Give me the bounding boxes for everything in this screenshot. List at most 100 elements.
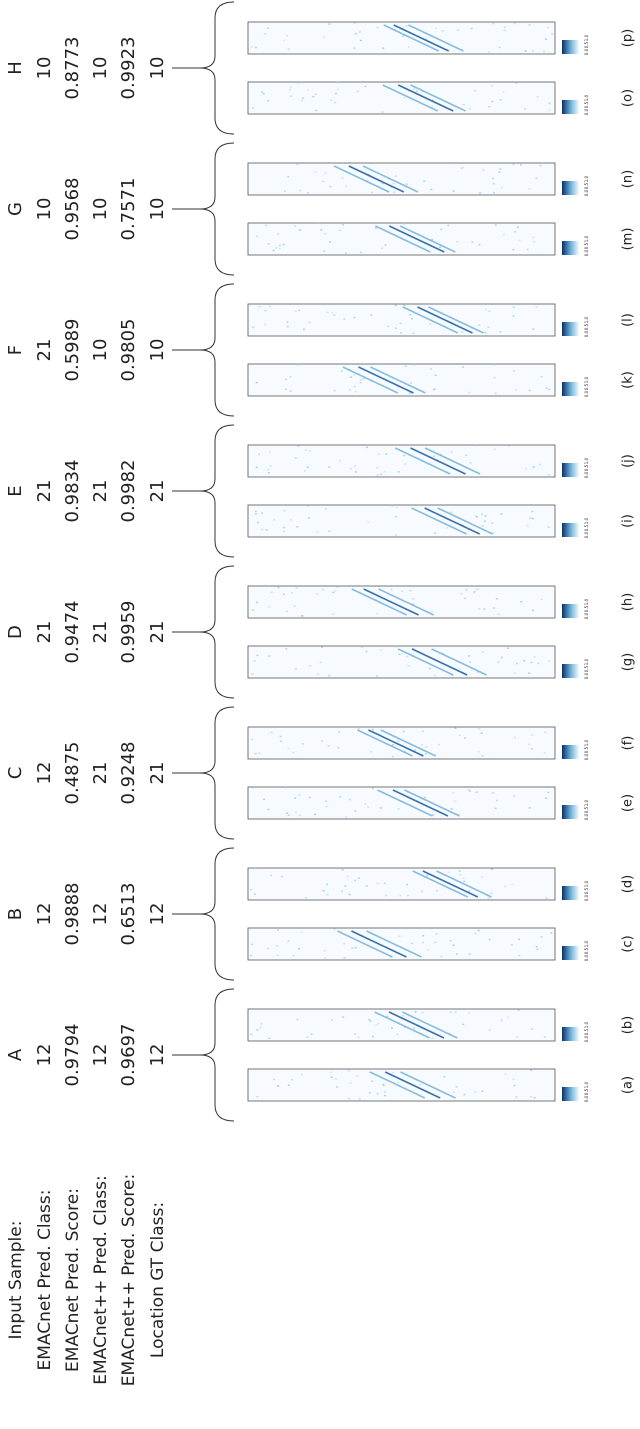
heatmap-speck (360, 252, 362, 254)
colorbar (562, 946, 579, 960)
cell-value: H (5, 61, 26, 75)
heatmap-speck (456, 241, 458, 243)
heatmap-speck (375, 228, 377, 230)
heatmap-speck (513, 1079, 515, 1081)
heatmap-speck (520, 164, 522, 166)
heatmap-speck (307, 505, 309, 507)
heatmap-speck (412, 598, 414, 600)
heatmap-speck (393, 191, 395, 193)
heatmap-speck (282, 244, 284, 246)
heatmap-speck (362, 378, 364, 380)
heatmap-speck (334, 102, 336, 104)
panel-label: (k) (621, 371, 636, 389)
heatmap-speck (478, 608, 480, 610)
heatmap-speck (285, 379, 287, 381)
colorbar-tick: 0.5 (584, 947, 589, 954)
colorbar (562, 40, 579, 54)
heatmap-speck (305, 897, 307, 899)
heatmap-speck (512, 164, 514, 166)
heatmap-speck (349, 799, 351, 801)
heatmap-speck (450, 940, 452, 942)
heatmap-speck (517, 226, 519, 228)
heatmap-speck (279, 245, 281, 247)
row-label: EMACnet Pred. Score: (63, 1188, 83, 1372)
colorbar-tick: 0.0 (584, 672, 589, 679)
heatmap-speck (484, 332, 486, 334)
heatmap-speck (317, 531, 319, 533)
heatmap-speck (384, 883, 386, 885)
heatmap-speck (405, 365, 407, 367)
heatmap-speck (322, 181, 324, 183)
heatmap-speck (348, 894, 350, 896)
heatmap-speck (372, 788, 374, 790)
heatmap-speck (250, 889, 252, 891)
heatmap-speck (327, 312, 329, 314)
heatmap-speck (548, 526, 550, 528)
heatmap-speck (299, 190, 301, 192)
heatmap-speck (514, 231, 516, 233)
heatmap-speck (453, 1091, 455, 1093)
heatmap-speck (295, 457, 297, 459)
heatmap-speck (461, 331, 463, 333)
heatmap-speck (287, 176, 289, 178)
heatmap-speck (407, 895, 409, 897)
heatmap-speck (496, 800, 498, 802)
heatmap-speck (540, 165, 542, 167)
cell-value: 0.5989 (62, 319, 83, 382)
heatmap-speck (334, 590, 336, 592)
heatmap-speck (315, 93, 317, 95)
heatmap-speck (371, 1080, 373, 1082)
cell-value: 0.9923 (118, 37, 139, 100)
heatmap-speck (330, 100, 332, 102)
heatmap-speck (277, 233, 279, 235)
figure: Input Sample:EMACnet Pred. Class:EMACnet… (0, 0, 640, 1429)
colorbar (562, 805, 579, 819)
heatmap-speck (474, 90, 476, 92)
heatmap-speck (532, 610, 534, 612)
colorbar-tick: 0.0 (584, 390, 589, 397)
heatmap-speck (511, 884, 513, 886)
heatmap-speck (395, 175, 397, 177)
heatmap-speck (528, 188, 530, 190)
heatmap-speck (478, 728, 480, 730)
heatmap-speck (492, 178, 494, 180)
heatmap-speck (290, 95, 292, 97)
heatmap-speck (476, 516, 478, 518)
cell-value: 0.9959 (118, 601, 139, 664)
heatmap-speck (376, 613, 378, 615)
cell-value: E (5, 485, 26, 496)
heatmap-speck (286, 321, 288, 323)
heatmap-speck (344, 957, 346, 959)
heatmap-speck (328, 466, 330, 468)
heatmap-speck (296, 587, 298, 589)
heatmap-speck (492, 792, 494, 794)
heatmap-speck (296, 364, 298, 366)
heatmap-speck (403, 731, 405, 733)
heatmap-speck (409, 314, 411, 316)
panel-label: (o) (621, 89, 636, 107)
heatmap-speck (463, 104, 465, 106)
heatmap-speck (279, 248, 281, 250)
heatmap-speck (355, 391, 357, 393)
heatmap-speck (264, 310, 266, 312)
cell-value: B (5, 908, 26, 920)
heatmap-speck (341, 177, 343, 179)
heatmap-speck (413, 1027, 415, 1029)
heatmap-panel (248, 787, 555, 819)
heatmap-speck (454, 800, 456, 802)
brace (200, 425, 234, 557)
heatmap-speck (384, 471, 386, 473)
heatmap-speck (287, 748, 289, 750)
heatmap-speck (261, 512, 263, 514)
heatmap-speck (356, 1075, 358, 1077)
heatmap-speck (257, 1029, 259, 1031)
heatmap-speck (491, 869, 493, 871)
colorbar (562, 886, 579, 900)
heatmap-speck (367, 522, 369, 524)
heatmap-speck (293, 955, 295, 957)
heatmap-speck (281, 876, 283, 878)
heatmap-speck (422, 942, 424, 944)
heatmap-speck (471, 28, 473, 30)
heatmap-speck (544, 1036, 546, 1038)
cell-value: 0.9834 (62, 460, 83, 523)
